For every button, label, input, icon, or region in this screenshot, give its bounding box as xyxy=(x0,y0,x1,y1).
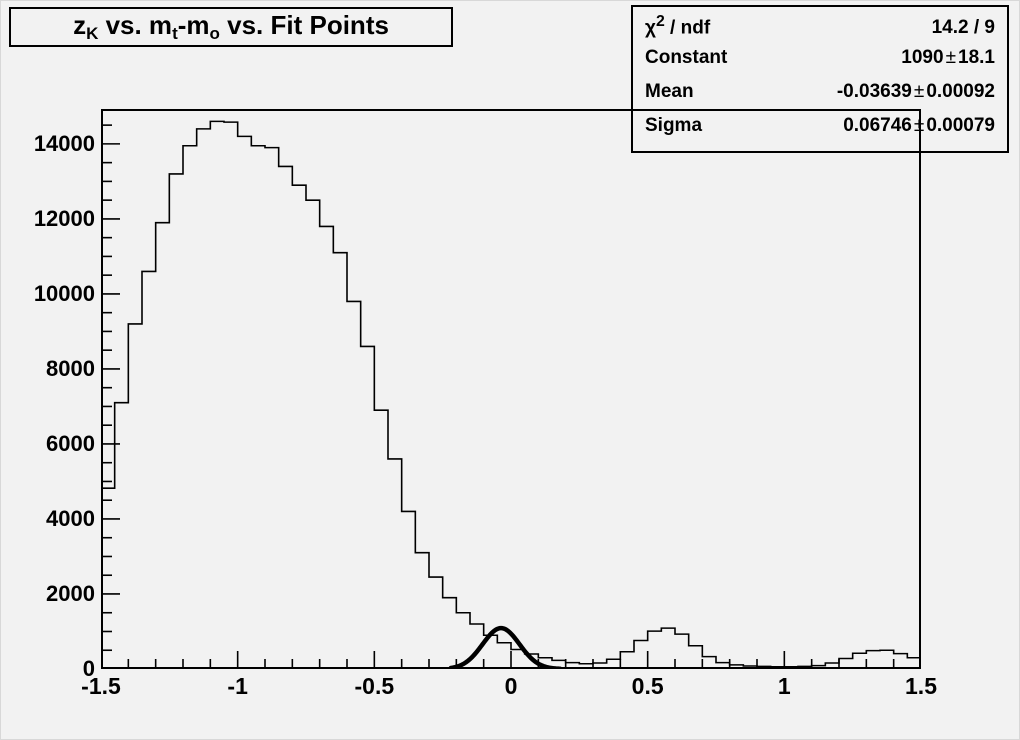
stats-value-chi2: 14.2 / 9 xyxy=(931,17,995,39)
chart-title-box: zK vs. mt-mo vs. Fit Points xyxy=(9,7,453,47)
stats-label-chi2: χ2 / ndf xyxy=(645,13,711,39)
y-tick-label: 4000 xyxy=(46,505,95,531)
x-tick-label: 1 xyxy=(777,673,791,699)
x-tick-label: 0.5 xyxy=(631,673,664,699)
stats-row-constant: Constant 1090 ±18.1 xyxy=(645,47,995,81)
title-sub-1: K xyxy=(86,24,99,44)
stats-row-sigma: Sigma 0.06746 ±0.00079 xyxy=(645,115,995,149)
x-tick-label: 0 xyxy=(504,673,518,699)
y-tick-label: 12000 xyxy=(33,205,95,231)
plot-area xyxy=(101,109,921,669)
y-tick-label: 8000 xyxy=(46,355,95,381)
title-sub-2: t xyxy=(172,24,178,44)
stats-row-mean: Mean -0.03639 ±0.00092 xyxy=(645,81,995,115)
y-tick-label: 10000 xyxy=(33,280,95,306)
y-tick-label: 6000 xyxy=(46,430,95,456)
title-part-1: z xyxy=(73,9,87,40)
title-sub-3: o xyxy=(209,24,220,44)
title-part-3: -m xyxy=(177,9,210,40)
stats-constant-number: 1090 xyxy=(901,47,944,68)
stats-sigma-error: 0.00079 xyxy=(926,115,995,136)
y-tick-label: 2000 xyxy=(46,580,95,606)
x-tick-label: 1.5 xyxy=(905,673,937,699)
y-tick-label: 0 xyxy=(82,656,95,681)
x-tick-label: -0.5 xyxy=(354,673,395,699)
histogram-outline xyxy=(101,120,921,669)
stats-row-chi2: χ2 / ndf 14.2 / 9 xyxy=(645,13,995,47)
histogram-plot xyxy=(101,109,921,669)
page-title: zK vs. mt-mo vs. Fit Points xyxy=(73,10,389,44)
stats-mean-number: -0.03639 xyxy=(836,81,912,102)
frame-border xyxy=(101,109,921,669)
stats-value-mean: -0.03639 ±0.00092 xyxy=(837,81,995,103)
stats-label-constant: Constant xyxy=(645,47,728,68)
x-tick-label: -1 xyxy=(227,673,248,699)
axis-frame xyxy=(101,109,921,669)
title-part-2: vs. m xyxy=(98,9,173,40)
y-axis-labels: 0 2000 4000 6000 8000 10000 12000 14000 xyxy=(1,1,95,739)
y-tick-label: 14000 xyxy=(33,130,95,156)
gaussian-fit-curve xyxy=(448,625,563,669)
stats-sigma-number: 0.06746 xyxy=(843,115,912,136)
stats-mean-error: 0.00092 xyxy=(926,81,995,102)
stats-box: χ2 / ndf 14.2 / 9 Constant 1090 ±18.1 Mea… xyxy=(631,5,1009,153)
stats-value-constant: 1090 ±18.1 xyxy=(901,47,995,69)
stats-label-sigma: Sigma xyxy=(645,115,703,136)
plus-minus-icon: ± xyxy=(945,47,957,68)
stats-constant-error: 18.1 xyxy=(958,47,995,68)
y-axis-ticks xyxy=(102,124,120,669)
plus-minus-icon: ± xyxy=(913,81,925,102)
x-tick-label: -1.5 xyxy=(81,673,121,699)
title-part-4: vs. Fit Points xyxy=(219,9,389,40)
stats-label-mean: Mean xyxy=(645,81,694,102)
